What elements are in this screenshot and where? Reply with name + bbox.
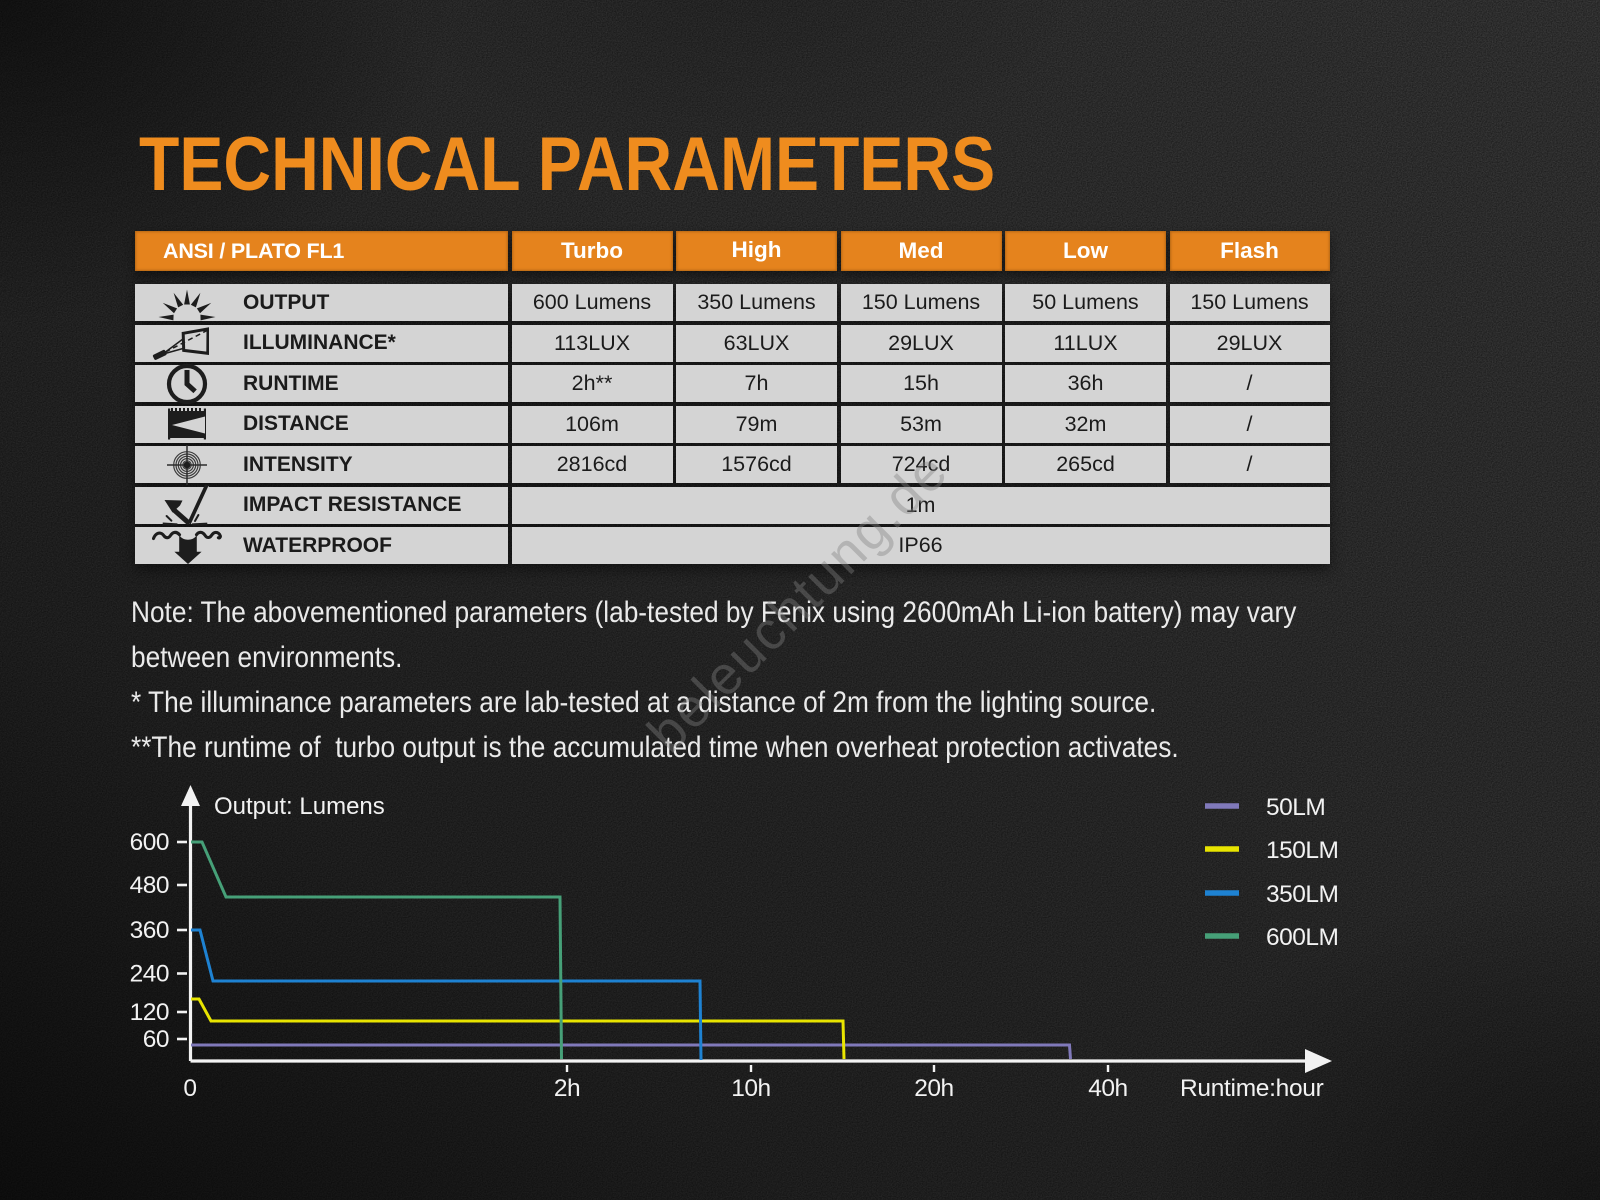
svg-text:600: 600 [130,829,169,856]
svg-text:350LM: 350LM [1266,881,1338,908]
svg-text:50LM: 50LM [1266,794,1325,821]
svg-text:Runtime:hour: Runtime:hour [1180,1075,1324,1102]
svg-text:60: 60 [143,1026,169,1053]
svg-text:Output: Lumens: Output: Lumens [214,793,385,820]
svg-text:600LM: 600LM [1266,924,1338,951]
svg-text:10h: 10h [731,1075,770,1102]
svg-text:480: 480 [130,872,169,899]
svg-text:240: 240 [130,961,169,988]
svg-text:360: 360 [130,917,169,944]
svg-text:20h: 20h [914,1075,953,1102]
svg-text:0: 0 [183,1075,196,1102]
svg-text:120: 120 [130,999,169,1026]
svg-text:40h: 40h [1088,1075,1127,1102]
svg-text:2h: 2h [554,1075,580,1102]
svg-text:150LM: 150LM [1266,837,1338,864]
